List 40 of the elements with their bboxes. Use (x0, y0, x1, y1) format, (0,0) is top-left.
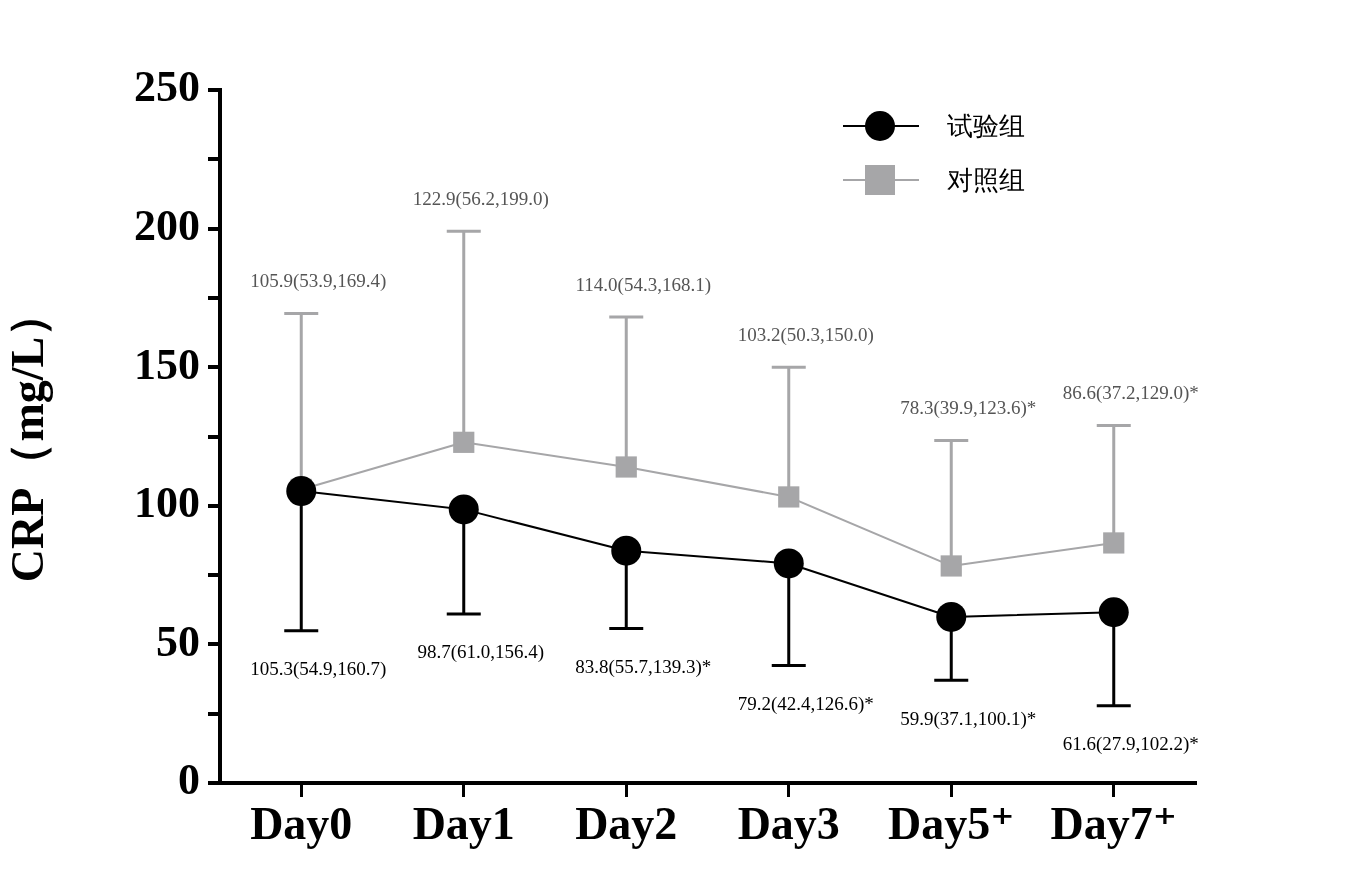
legend-entry: 试验组 (843, 110, 1025, 142)
point (778, 486, 800, 508)
point (611, 535, 642, 566)
x-tick-label: Day3 (737, 798, 840, 850)
point (1103, 532, 1125, 554)
legend-label: 试验组 (947, 109, 1025, 143)
x-tick-label: Day5⁺ (888, 798, 1015, 850)
point (448, 494, 479, 525)
point (615, 456, 637, 478)
point (1098, 597, 1129, 628)
point (286, 476, 317, 507)
annotation: 61.6(27.9,102.2)* (1062, 733, 1199, 756)
x-tick-label: Day7⁺ (1050, 798, 1177, 850)
annotation: 103.2(50.3,150.0) (737, 323, 874, 346)
x-tick-label: Day2 (575, 798, 678, 850)
annotation: 98.7(61.0,156.4) (417, 641, 545, 664)
point (940, 555, 962, 577)
y-tick-label: 100 (134, 478, 200, 528)
annotation: 105.9(53.9,169.4) (250, 269, 387, 292)
annotation: 122.9(56.2,199.0) (412, 187, 549, 210)
annotation: 83.8(55.7,139.3)* (575, 656, 712, 679)
x-tick-label: Day0 (250, 798, 353, 850)
annotation: 86.6(37.2,129.0)* (1062, 381, 1199, 404)
legend-entry: 对照组 (843, 164, 1025, 196)
annotation: 105.3(54.9,160.7) (250, 658, 387, 681)
y-tick-label: 250 (134, 62, 200, 112)
y-tick-label: 200 (134, 200, 200, 250)
annotation: 59.9(37.1,100.1)* (900, 707, 1037, 730)
point (936, 601, 967, 632)
x-tick-label: Day1 (412, 798, 515, 850)
point (453, 431, 475, 453)
annotation: 78.3(39.9,123.6)* (900, 396, 1037, 419)
point (773, 548, 804, 579)
y-axis-title: CRP（mg/L） (2, 290, 54, 583)
y-tick-label: 0 (178, 755, 200, 805)
y-tick-label: 150 (134, 339, 200, 389)
legend-label: 对照组 (947, 163, 1025, 197)
annotation: 114.0(54.3,168.1) (575, 273, 711, 296)
y-tick-label: 50 (156, 616, 200, 666)
annotation: 79.2(42.4,126.6)* (737, 692, 874, 715)
